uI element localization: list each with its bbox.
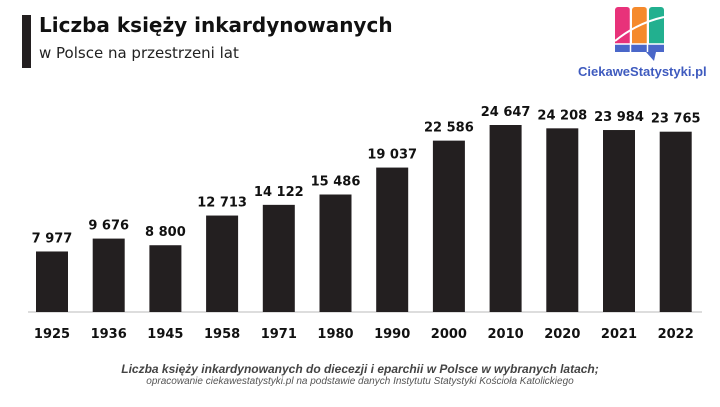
title-accent-bar <box>22 15 31 68</box>
chart-subtitle: w Polsce na przestrzeni lat <box>39 44 239 62</box>
x-tick-label: 1945 <box>147 327 183 342</box>
x-tick-label: 1980 <box>317 327 353 342</box>
bar-1990 <box>376 167 409 312</box>
x-tick-label: 1990 <box>374 327 410 342</box>
footer-caption: Liczba księży inkardynowanych do diecezj… <box>121 362 599 376</box>
x-tick-label: 1925 <box>34 327 70 342</box>
footer-source: opracowanie ciekawestatystyki.pl na pods… <box>146 376 574 387</box>
bar-1925 <box>36 251 68 312</box>
data-label: 7 977 <box>32 231 73 246</box>
bar-1971 <box>262 204 295 312</box>
data-label: 23 765 <box>651 112 701 127</box>
data-label: 23 984 <box>594 110 644 125</box>
bar-1958 <box>206 215 239 312</box>
bar-2021 <box>603 130 635 312</box>
bar-2020 <box>546 128 579 312</box>
chart-title: Liczba księży inkardynowanych <box>39 13 393 37</box>
x-tick-label: 1958 <box>204 327 240 342</box>
data-label: 14 122 <box>254 185 304 200</box>
bar-2010 <box>489 125 522 312</box>
data-label: 9 676 <box>88 219 129 234</box>
bar-1936 <box>92 238 125 312</box>
data-label: 8 800 <box>145 225 186 240</box>
x-tick-label: 1936 <box>91 327 127 342</box>
x-tick-label: 2000 <box>431 327 467 342</box>
data-label: 15 486 <box>311 175 361 190</box>
data-label: 24 647 <box>481 105 531 120</box>
bar-2000 <box>432 140 465 312</box>
x-tick-label: 2010 <box>488 327 524 342</box>
x-tick-label: 2021 <box>601 327 637 342</box>
data-label: 22 586 <box>424 121 474 136</box>
data-label: 24 208 <box>537 108 587 123</box>
x-tick-label: 2022 <box>658 327 694 342</box>
bar-2022 <box>659 131 692 312</box>
x-tick-label: 2020 <box>544 327 580 342</box>
data-label: 12 713 <box>197 196 247 211</box>
logo-icon <box>614 7 665 61</box>
data-label: 19 037 <box>367 148 417 163</box>
logo-text: CiekaweStatystyki.pl <box>578 64 707 79</box>
bar-1945 <box>149 245 182 312</box>
x-tick-label: 1971 <box>261 327 297 342</box>
bar-1980 <box>319 194 352 312</box>
